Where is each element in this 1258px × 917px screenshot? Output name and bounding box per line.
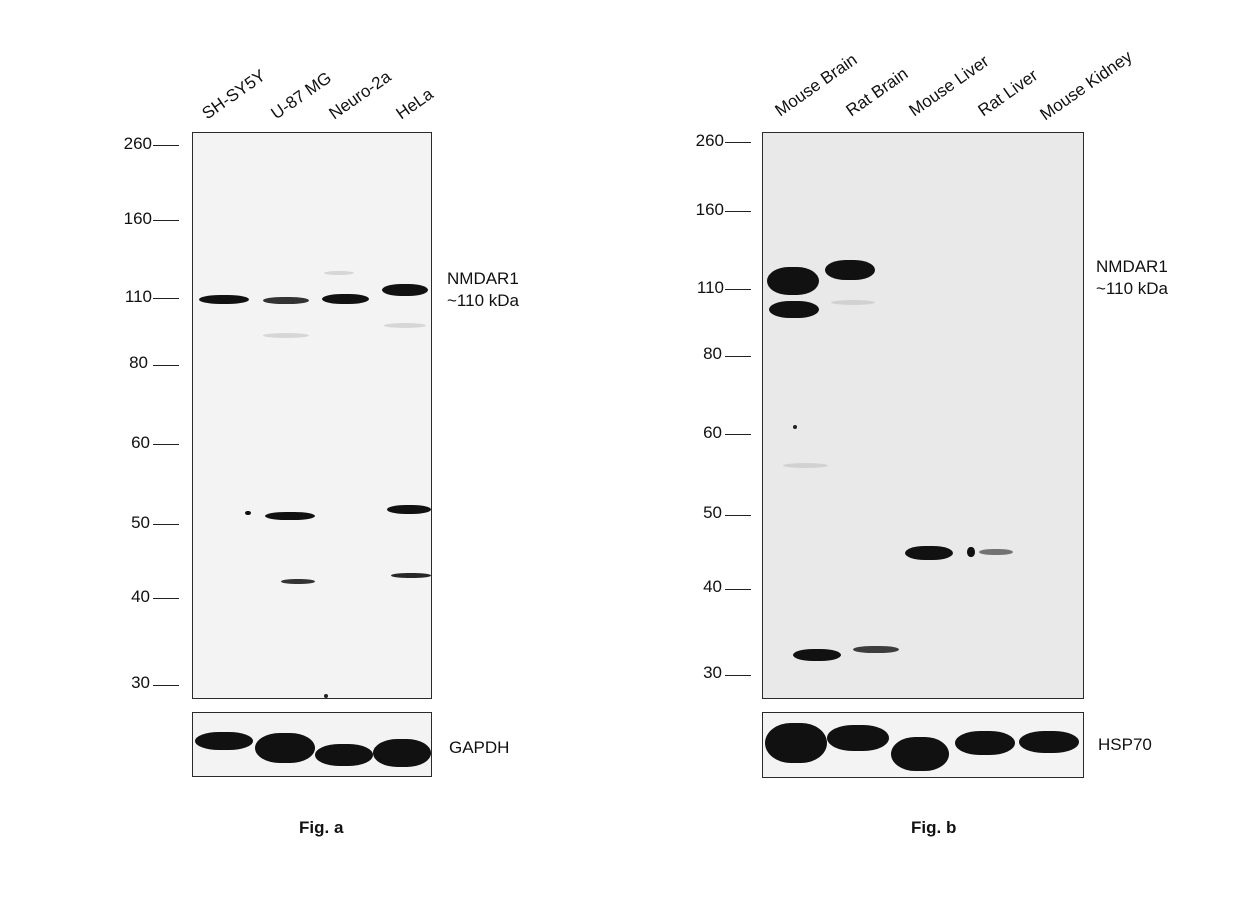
mw-tick — [725, 434, 751, 435]
mw-tick — [153, 365, 179, 366]
band — [391, 573, 431, 578]
band — [955, 731, 1015, 755]
mw-marker-80: 80 — [703, 344, 722, 363]
figure-caption-a: Fig. a — [299, 818, 344, 837]
band — [255, 733, 315, 763]
lane-label-rat-brain: Rat Brain — [842, 63, 912, 121]
lane-label-sh-sy5y: SH-SY5Y — [198, 65, 270, 124]
blot-a-loading-control — [192, 712, 432, 777]
mw-marker-110: 110 — [124, 287, 152, 306]
mw-marker-160: 160 — [695, 200, 724, 219]
band — [827, 725, 889, 751]
mw-tick — [153, 298, 179, 299]
band — [382, 284, 428, 296]
mw-marker-50: 50 — [703, 503, 722, 522]
mw-marker-60: 60 — [131, 433, 150, 452]
mw-tick — [725, 589, 751, 590]
mw-tick — [725, 356, 751, 357]
band — [853, 646, 899, 653]
band — [765, 723, 827, 763]
mw-tick — [153, 220, 179, 221]
band — [322, 294, 369, 304]
mw-marker-30: 30 — [131, 673, 150, 692]
target-label-b: NMDAR1 ~110 kDa — [1096, 256, 1168, 300]
lane-label-u87mg: U-87 MG — [267, 68, 335, 124]
faint-band — [384, 323, 426, 328]
target-size: ~110 kDa — [1096, 279, 1168, 298]
faint-band — [831, 300, 875, 305]
band — [265, 512, 315, 520]
mw-marker-260: 260 — [123, 134, 152, 153]
band — [387, 505, 431, 514]
lane-label-mouse-kidney: Mouse Kidney — [1036, 46, 1136, 125]
mw-marker-30: 30 — [703, 663, 722, 682]
mw-tick — [725, 515, 751, 516]
blot-b-main — [762, 132, 1084, 699]
band — [195, 732, 253, 750]
lane-label-rat-liver: Rat Liver — [974, 65, 1042, 121]
mw-marker-110: 110 — [696, 278, 724, 297]
band — [1019, 731, 1079, 753]
mw-tick — [725, 675, 751, 676]
loading-control-label-a: GAPDH — [449, 738, 510, 757]
band — [825, 260, 875, 280]
band — [905, 546, 953, 560]
mw-tick — [153, 444, 179, 445]
band — [767, 267, 819, 295]
lane-label-neuro2a: Neuro-2a — [325, 66, 395, 124]
band — [263, 297, 309, 304]
band — [793, 649, 841, 661]
mw-marker-60: 60 — [703, 423, 722, 442]
faint-band — [263, 333, 309, 338]
band — [967, 547, 975, 557]
band — [199, 295, 249, 304]
band — [281, 579, 315, 584]
figure-caption-b: Fig. b — [911, 818, 957, 837]
speck — [793, 425, 797, 429]
faint-band — [783, 463, 828, 468]
mw-tick — [153, 145, 179, 146]
target-label-a: NMDAR1 ~110 kDa — [447, 268, 519, 312]
mw-tick — [153, 685, 179, 686]
mw-marker-50: 50 — [131, 513, 150, 532]
mw-marker-80: 80 — [129, 353, 148, 372]
speck — [324, 694, 328, 698]
mw-tick — [725, 142, 751, 143]
band — [373, 739, 431, 767]
band — [245, 511, 251, 515]
mw-marker-40: 40 — [703, 577, 722, 596]
mw-tick — [725, 211, 751, 212]
band — [979, 549, 1013, 555]
blot-b-loading-control — [762, 712, 1084, 778]
faint-band — [324, 271, 354, 275]
mw-marker-40: 40 — [131, 587, 150, 606]
lane-label-hela: HeLa — [392, 84, 437, 124]
mw-tick — [725, 289, 751, 290]
loading-control-label-b: HSP70 — [1098, 735, 1152, 754]
band — [891, 737, 949, 771]
target-name: NMDAR1 — [1096, 257, 1168, 276]
mw-tick — [153, 598, 179, 599]
target-size: ~110 kDa — [447, 291, 519, 310]
mw-marker-160: 160 — [123, 209, 152, 228]
mw-marker-260: 260 — [695, 131, 724, 150]
mw-tick — [153, 524, 179, 525]
band — [315, 744, 373, 766]
blot-a-main — [192, 132, 432, 699]
target-name: NMDAR1 — [447, 269, 519, 288]
band — [769, 301, 819, 318]
